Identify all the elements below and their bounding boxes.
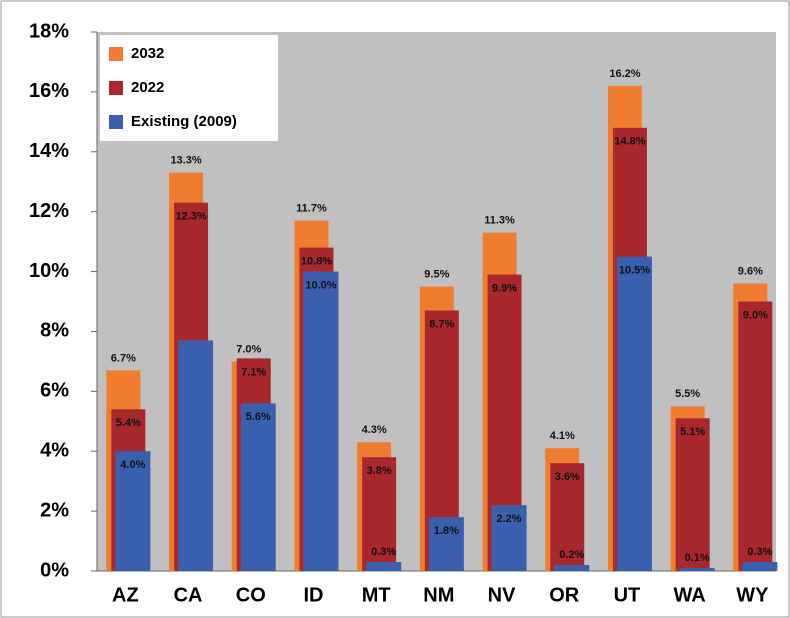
value-label: 3.6% — [555, 471, 580, 483]
bar — [738, 301, 773, 571]
value-label: 7.1% — [241, 366, 266, 378]
bar — [679, 568, 715, 571]
value-label: 10.8% — [301, 256, 332, 268]
bar — [428, 517, 464, 571]
x-tick-label: ID — [303, 584, 323, 606]
value-label: 0.3% — [371, 546, 396, 558]
legend-label: 2022 — [131, 79, 164, 96]
legend-swatch — [109, 115, 123, 129]
y-tick-label: 10% — [29, 260, 69, 282]
x-tick-label: AZ — [112, 584, 139, 606]
x-tick-label: NV — [488, 584, 516, 606]
value-label: 11.7% — [296, 203, 327, 215]
value-label: 0.3% — [747, 546, 772, 558]
legend-box — [100, 35, 278, 141]
x-tick-label: CO — [236, 584, 266, 606]
legend-swatch — [109, 47, 123, 61]
value-label: 3.8% — [367, 465, 392, 477]
y-tick-label: 4% — [40, 440, 69, 462]
value-label: 1.8% — [434, 525, 459, 537]
value-label: 9.5% — [424, 268, 449, 280]
legend-label: Existing (2009) — [131, 113, 237, 130]
value-label: 0.2% — [559, 549, 584, 561]
value-label: 12.3% — [175, 211, 206, 223]
bar — [742, 562, 778, 571]
value-label: 5.6% — [246, 411, 271, 423]
value-label: 4.1% — [550, 430, 575, 442]
y-tick-label: 14% — [29, 140, 69, 162]
bar — [362, 457, 397, 571]
y-tick-label: 18% — [29, 20, 69, 42]
value-label: 14.8% — [614, 136, 645, 148]
bar — [491, 505, 527, 571]
value-label: 5.4% — [116, 417, 141, 429]
bar — [366, 562, 402, 571]
x-tick-label: UT — [614, 584, 641, 606]
x-tick-label: NM — [423, 584, 454, 606]
x-tick-label: WY — [736, 584, 769, 606]
value-label: 13.3% — [170, 155, 201, 167]
value-label: 2.2% — [497, 513, 522, 525]
y-tick-label: 16% — [29, 80, 69, 102]
value-label: 4.0% — [120, 459, 145, 471]
bar — [550, 463, 585, 571]
y-tick-label: 2% — [40, 499, 69, 521]
bar — [675, 418, 710, 571]
value-label: 16.2% — [609, 68, 640, 80]
legend-swatch — [109, 81, 123, 95]
x-tick-label: OR — [549, 584, 580, 606]
x-tick-label: WA — [674, 584, 706, 606]
value-label: 9.6% — [738, 265, 763, 277]
value-label: 0.1% — [685, 552, 710, 564]
bar — [554, 565, 590, 571]
value-label: 5.1% — [680, 426, 705, 438]
value-label: 5.5% — [675, 388, 700, 400]
value-label: 6.7% — [111, 352, 136, 364]
value-label: 10.0% — [305, 279, 336, 291]
y-tick-label: 6% — [40, 380, 69, 402]
bar — [616, 256, 652, 571]
value-label: 4.3% — [362, 424, 387, 436]
value-label: 10.5% — [619, 264, 650, 276]
value-label: 7.0% — [236, 343, 261, 355]
bar — [115, 451, 151, 571]
y-tick-label: 8% — [40, 320, 69, 342]
x-tick-label: CA — [174, 584, 203, 606]
y-tick-label: 0% — [40, 559, 69, 581]
bar — [303, 271, 339, 571]
bar — [178, 340, 214, 571]
value-label: 9.0% — [743, 309, 768, 321]
y-tick-label: 12% — [29, 200, 69, 222]
x-tick-label: MT — [362, 584, 391, 606]
value-label: 9.9% — [492, 282, 517, 294]
value-label: 8.7% — [429, 318, 454, 330]
value-label: 11.3% — [484, 215, 515, 227]
bar — [240, 403, 276, 571]
legend-label: 2032 — [131, 45, 164, 62]
